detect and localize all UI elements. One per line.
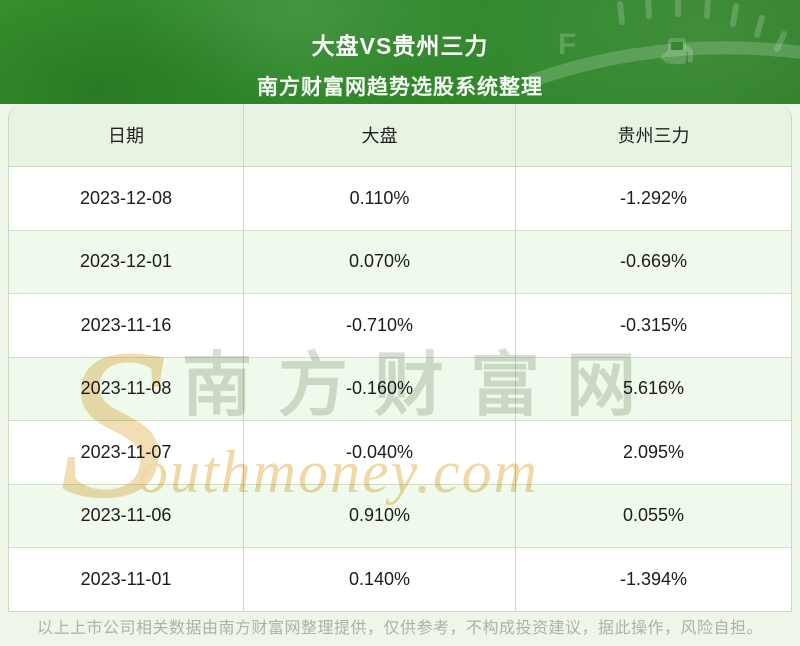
table-row: 2023-11-06 0.910% 0.055% (9, 484, 791, 548)
date-cell: 2023-11-16 (9, 294, 244, 357)
table-row: 2023-11-08 -0.160% 5.616% (9, 357, 791, 421)
market-cell: 0.910% (244, 484, 516, 547)
column-header-date: 日期 (9, 104, 244, 166)
date-cell: 2023-11-08 (9, 357, 244, 420)
column-header-market: 大盘 (244, 104, 516, 166)
table-row: 2023-11-07 -0.040% 2.095% (9, 421, 791, 485)
stock-cell: 5.616% (622, 378, 685, 399)
page-title: 大盘VS贵州三力 (311, 33, 489, 59)
market-cell: -0.040% (244, 421, 516, 484)
page-header: F 大盘VS贵州三力 南方财富网趋势选股系统整理 (0, 0, 800, 104)
stock-cell: 2.095% (622, 441, 685, 462)
date-cell: 2023-12-08 (9, 167, 244, 230)
table-header-row: 日期 大盘 贵州三力 (9, 104, 791, 167)
date-cell: 2023-11-07 (9, 421, 244, 484)
column-header-stock: 贵州三力 (617, 126, 690, 146)
stock-cell: -1.292% (619, 187, 688, 208)
disclaimer-footer: 以上上市公司相关数据由南方财富网整理提供，仅供参考，不构成投资建议，据此操作，风… (0, 605, 800, 646)
date-cell: 2023-11-06 (9, 484, 244, 547)
svg-text:F: F (558, 28, 576, 61)
date-cell: 2023-12-01 (9, 230, 244, 293)
disclaimer-text: 以上上市公司相关数据由南方财富网整理提供，仅供参考，不构成投资建议，据此操作，风… (36, 619, 763, 637)
stock-cell: 0.055% (622, 505, 685, 526)
market-cell: -0.160% (244, 357, 516, 420)
market-cell: 0.070% (244, 230, 516, 293)
market-cell: 0.110% (244, 167, 516, 230)
comparison-table: 日期 大盘 贵州三力 2023-12-08 0.110% -1.292% 202… (8, 104, 792, 612)
market-cell: 0.140% (244, 548, 516, 611)
stock-cell: -0.315% (619, 314, 688, 335)
date-cell: 2023-11-01 (9, 548, 244, 611)
table-row: 2023-11-16 -0.710% -0.315% (9, 294, 791, 358)
table-row: 2023-11-01 0.140% -1.394% (9, 548, 791, 611)
table-row: 2023-12-08 0.110% -1.292% (9, 167, 791, 231)
fuel-gauge-icon: F (528, 0, 800, 90)
stock-cell: -1.394% (619, 568, 688, 589)
stock-cell: -0.669% (619, 251, 688, 272)
market-cell: -0.710% (244, 294, 516, 357)
table-row: 2023-12-01 0.070% -0.669% (9, 230, 791, 294)
page-subtitle: 南方财富网趋势选股系统整理 (257, 76, 543, 99)
